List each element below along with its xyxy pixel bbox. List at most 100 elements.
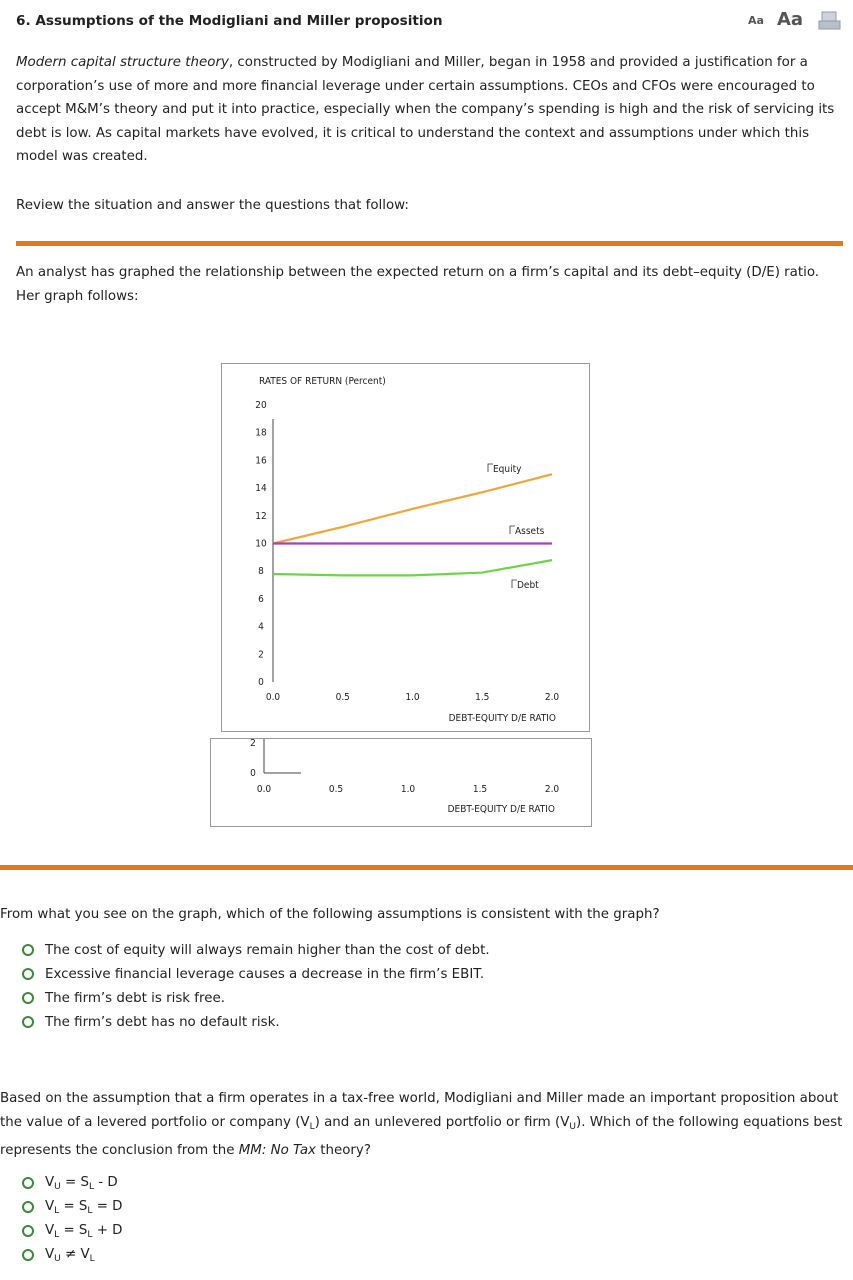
option-text: VU = SL - D [45, 1175, 118, 1192]
radio-button[interactable] [22, 944, 34, 956]
x-axis-label: DEBT-EQUITY D/E RATIO [449, 713, 556, 724]
question-prompt: Based on the assumption that a firm oper… [0, 1087, 845, 1163]
text-run: - D [94, 1174, 118, 1190]
answer-option[interactable]: VL = SL = D [22, 1196, 122, 1218]
y-tick-label: 0 [258, 677, 264, 688]
divider [0, 865, 853, 870]
text-run: MM: No Tax [238, 1143, 316, 1159]
radio-button[interactable] [22, 1201, 34, 1213]
subscript: L [309, 1121, 315, 1132]
answer-option[interactable]: VL = SL + D [22, 1220, 122, 1242]
x-tick-label: 2.0 [545, 784, 560, 795]
chart: 0 2 0.0 0.5 1.0 1.5 2.0 DEBT-EQUITY D/E RATIO [250, 738, 560, 815]
subscript: L [87, 1205, 93, 1216]
y-tick-label: 10 [255, 539, 267, 550]
x-axis-label: DEBT-EQUITY D/E RATIO [448, 804, 555, 815]
series-line [272, 559, 553, 577]
series-label: Assets [515, 526, 545, 537]
subscript: L [54, 1229, 60, 1240]
radio-button[interactable] [22, 1016, 34, 1028]
radio-button[interactable] [22, 968, 34, 980]
chart: 0 2 4 6 8 10 12 14 16 18 20 0.0 0.5 1.0 1.5 2.0 DEBT-EQU… [255, 376, 560, 724]
chart-frame: 0 2 4 6 8 10 12 14 16 18 20 0.0 0.5 1.0 1.5 2.0 DEBT-EQU… [221, 363, 590, 732]
x-tick-label: 1.0 [405, 692, 420, 703]
text-run: ). Which of the following equations best… [0, 1114, 843, 1159]
text-run: V [45, 1222, 55, 1238]
option-text: The firm’s debt has no default risk. [45, 1015, 280, 1030]
font-large-button[interactable]: Aa [777, 9, 804, 30]
subscript: L [89, 1181, 95, 1192]
question-prompt: From what you see on the graph, which of… [0, 903, 845, 927]
radio-button[interactable] [22, 1249, 34, 1261]
text-run: Excessive financial leverage causes a de… [45, 966, 485, 982]
subscript: L [89, 1253, 95, 1264]
scenario-text: An analyst has graphed the relationship … [16, 265, 820, 304]
x-tick-label: 0.5 [336, 692, 350, 703]
font-small-button[interactable]: Aa [748, 14, 764, 27]
y-tick-label: 4 [258, 622, 264, 633]
answer-option[interactable]: The firm’s debt is risk free. [22, 987, 225, 1009]
text-run: Modern capital structure theory [16, 55, 229, 70]
text-run: The cost of equity will always remain hi… [45, 942, 490, 958]
text-run: + D [92, 1222, 123, 1238]
answer-option[interactable]: Excessive financial leverage causes a de… [22, 963, 484, 985]
y-axis-label: RATES OF RETURN (Percent) [259, 376, 386, 387]
series-line [272, 473, 553, 545]
subscript: L [87, 1229, 93, 1240]
subscript: U [569, 1121, 576, 1132]
label-bracket [509, 525, 515, 534]
y-tick-label: 18 [255, 428, 267, 439]
subscript: U [54, 1181, 61, 1192]
text-run: theory? [315, 1143, 371, 1159]
radio-button[interactable] [22, 1225, 34, 1237]
text-run: From what you see on the graph, which of… [0, 907, 660, 922]
x-tick-label: 2.0 [545, 692, 560, 703]
text-run: , constructed by Modigliani and Miller, … [16, 55, 835, 165]
text-run: ) and an unlevered portfolio or firm (V [314, 1114, 570, 1130]
text-run: The firm’s debt is risk free. [45, 990, 225, 1006]
x-tick-label: 0.5 [329, 784, 343, 795]
text-run: = S [59, 1198, 88, 1214]
option-text: VL = SL = D [45, 1199, 122, 1216]
text-run: V [45, 1198, 55, 1214]
series-label: Debt [517, 580, 539, 591]
text-run: V [45, 1174, 55, 1190]
y-tick-label: 2 [250, 739, 256, 749]
answer-option[interactable]: VU = SL - D [22, 1172, 118, 1194]
chart-fragment-frame: 0 2 0.0 0.5 1.0 1.5 2.0 DEBT-EQUITY D/E RATIO [210, 738, 592, 827]
y-tick-label: 20 [255, 400, 267, 411]
answer-option[interactable]: The cost of equity will always remain hi… [22, 939, 490, 961]
option-text: The cost of equity will always remain hi… [45, 943, 490, 958]
text-run: = D [92, 1198, 123, 1214]
label-bracket [487, 463, 493, 472]
print-button[interactable] [818, 10, 842, 32]
answer-option[interactable]: VU ≠ VL [22, 1244, 95, 1266]
text-run: = S [59, 1222, 88, 1238]
print-icon [818, 20, 841, 30]
x-tick-label: 1.0 [401, 784, 416, 795]
answer-option[interactable]: The firm’s debt has no default risk. [22, 1011, 280, 1033]
x-tick-label: 1.5 [475, 692, 489, 703]
intro-paragraph: Modern capital structure theory, constru… [16, 51, 846, 169]
text-run: Based on the assumption that a firm oper… [0, 1091, 839, 1130]
option-text: Excessive financial leverage causes a de… [45, 967, 484, 982]
radio-button[interactable] [22, 992, 34, 1004]
y-tick-label: 6 [258, 594, 264, 605]
y-tick-label: 8 [258, 566, 264, 577]
y-tick-label: 14 [255, 483, 267, 494]
x-tick-label: 1.5 [473, 784, 487, 795]
y-tick-label: 16 [255, 455, 267, 466]
option-text: VU ≠ VL [45, 1247, 95, 1264]
subscript: L [54, 1205, 60, 1216]
series-label: Equity [493, 464, 522, 475]
text-run: V [45, 1246, 55, 1262]
y-tick-label: 12 [255, 511, 266, 522]
y-tick-label: 2 [258, 649, 264, 660]
instruction: Review the situation and answer the ques… [16, 198, 409, 213]
label-bracket [511, 579, 517, 588]
radio-button[interactable] [22, 1177, 34, 1189]
divider [16, 241, 843, 246]
option-text: The firm’s debt is risk free. [45, 991, 225, 1006]
subscript: U [54, 1253, 61, 1264]
